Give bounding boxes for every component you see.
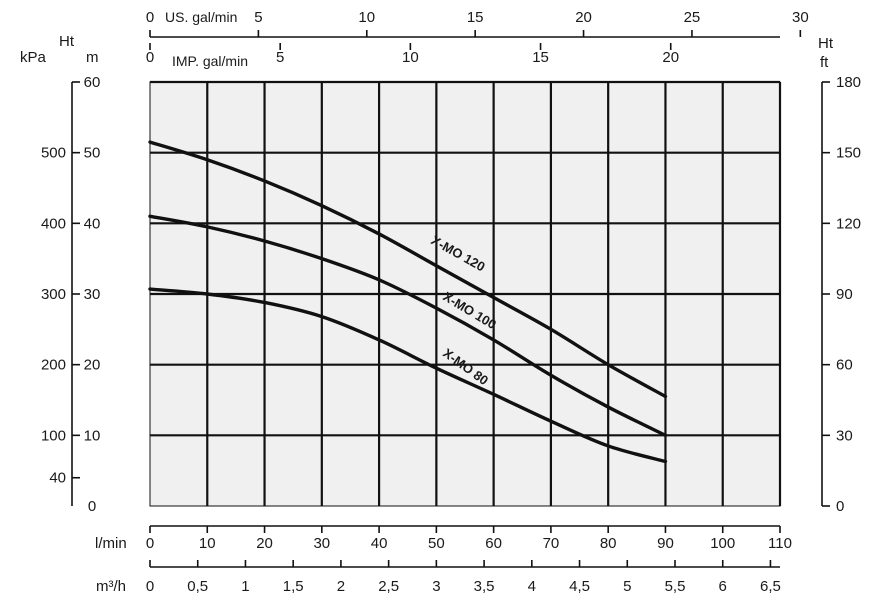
lmin-tick-label: 80 — [600, 535, 617, 552]
usgal-tick-label: 30 — [792, 9, 809, 26]
usgal-tick-label: 5 — [254, 9, 262, 26]
axes: 4010020030040050001020304050600306090120… — [41, 9, 861, 595]
axis-labels: Ht kPa m Ht ft l/min m³/h US. gal/min IM… — [20, 9, 834, 595]
lmin-tick-label: 20 — [256, 535, 273, 552]
ft-tick-label: 60 — [836, 357, 853, 374]
m3h-axis-label: m³/h — [96, 578, 126, 595]
ft-tick-label: 90 — [836, 286, 853, 303]
impgal-axis-label: IMP. gal/min — [172, 53, 248, 69]
m-tick-label: 50 — [84, 145, 101, 162]
lmin-tick-label: 90 — [657, 535, 674, 552]
lmin-tick-label: 10 — [199, 535, 216, 552]
right-header-ft: ft — [820, 54, 829, 71]
m3h-tick-label: 2 — [337, 578, 345, 595]
m3h-tick-label: 4,5 — [569, 578, 590, 595]
left-header-ht: Ht — [59, 33, 75, 50]
lmin-tick-label: 0 — [146, 535, 154, 552]
lmin-tick-label: 50 — [428, 535, 445, 552]
m-tick-label: 10 — [84, 427, 101, 444]
ft-tick-label: 150 — [836, 145, 861, 162]
usgal-tick-label: 20 — [575, 9, 592, 26]
usgal-axis-label: US. gal/min — [165, 9, 237, 25]
lmin-tick-label: 110 — [768, 535, 792, 552]
lmin-tick-label: 40 — [371, 535, 388, 552]
ft-tick-label: 0 — [836, 498, 844, 515]
usgal-tick-label: 25 — [684, 9, 701, 26]
kpa-tick-label: 40 — [49, 470, 66, 487]
lmin-tick-label: 30 — [313, 535, 330, 552]
m-tick-label: 40 — [84, 215, 101, 232]
curve-x-mo-100 — [148, 214, 668, 438]
usgal-tick-label: 10 — [358, 9, 375, 26]
m3h-tick-label: 6 — [719, 578, 727, 595]
lmin-axis-label: l/min — [95, 535, 127, 552]
impgal-tick-label: 0 — [146, 49, 154, 66]
m-tick-label: 60 — [84, 74, 101, 91]
m3h-tick-label: 6,5 — [760, 578, 781, 595]
impgal-tick-label: 15 — [532, 49, 549, 66]
grid-lines — [150, 80, 782, 506]
lmin-tick-label: 70 — [543, 535, 560, 552]
m-tick-label: 30 — [84, 286, 101, 303]
m3h-tick-label: 0 — [146, 578, 154, 595]
ft-tick-label: 180 — [836, 74, 861, 91]
impgal-tick-label: 20 — [662, 49, 679, 66]
curve-x-mo-120 — [148, 140, 668, 399]
curve-x-mo-80 — [148, 287, 668, 464]
m-tick-label: 0 — [88, 498, 96, 515]
kpa-tick-label: 400 — [41, 215, 66, 232]
left-header-kpa: kPa — [20, 49, 47, 66]
lmin-tick-label: 100 — [710, 535, 735, 552]
ft-tick-label: 120 — [836, 215, 861, 232]
kpa-tick-label: 300 — [41, 286, 66, 303]
impgal-tick-label: 5 — [276, 49, 284, 66]
m3h-tick-label: 5 — [623, 578, 631, 595]
m3h-tick-label: 3 — [432, 578, 440, 595]
right-header-ht: Ht — [818, 35, 834, 52]
kpa-tick-label: 100 — [41, 427, 66, 444]
impgal-tick-label: 10 — [402, 49, 419, 66]
kpa-tick-label: 200 — [41, 357, 66, 374]
lmin-tick-label: 60 — [485, 535, 502, 552]
m3h-tick-label: 3,5 — [474, 578, 495, 595]
left-header-m: m — [86, 49, 99, 66]
ft-tick-label: 30 — [836, 427, 853, 444]
m3h-tick-label: 1 — [241, 578, 249, 595]
usgal-tick-label: 0 — [146, 9, 154, 26]
m3h-tick-label: 4 — [528, 578, 536, 595]
usgal-tick-label: 15 — [467, 9, 484, 26]
m3h-tick-label: 1,5 — [283, 578, 304, 595]
m3h-tick-label: 2,5 — [378, 578, 399, 595]
m3h-tick-label: 0,5 — [187, 578, 208, 595]
m3h-tick-label: 5,5 — [665, 578, 686, 595]
kpa-tick-label: 500 — [41, 145, 66, 162]
m-tick-label: 20 — [84, 357, 101, 374]
